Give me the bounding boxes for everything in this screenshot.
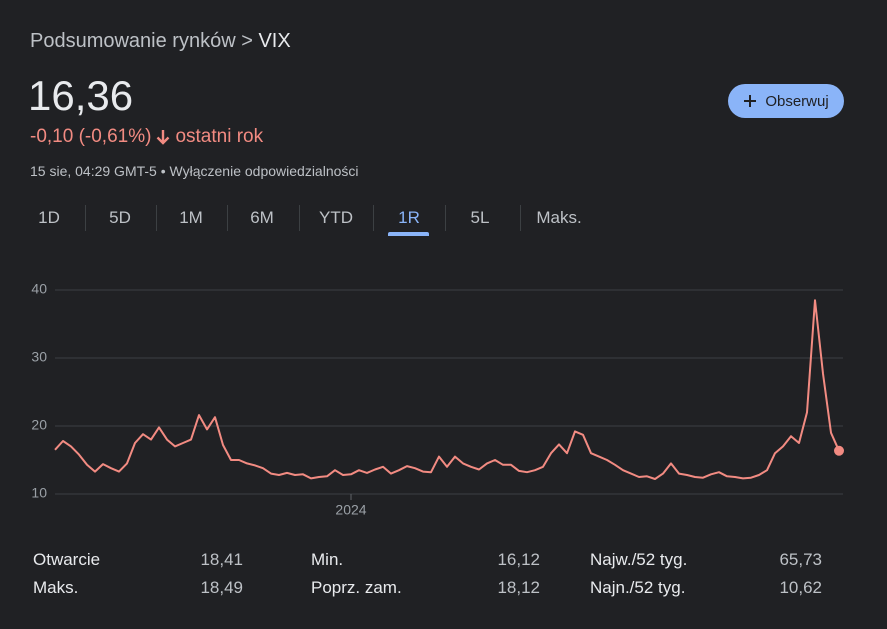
disclaimer-link[interactable]: Wyłączenie odpowiedzialności [169, 163, 359, 179]
follow-label: Obserwuj [765, 92, 829, 110]
down-arrow [157, 130, 170, 145]
chart: 10 20 30 40 2024 [31, 281, 844, 518]
stat-label: Min. [311, 550, 344, 569]
y-tick-label: 10 [31, 485, 47, 501]
price-change: -0,10 (-0,61%) ostatni rok [30, 126, 263, 148]
time: 15 sie, 04:29 GMT-5 • [30, 163, 166, 179]
stat-label: Najw./52 tyg. [590, 550, 688, 569]
timestamp: 15 sie, 04:29 GMT-5 • Wyłączenie odpowie… [30, 163, 359, 179]
tab-separator [84, 205, 86, 231]
x-tick-label: 2024 [335, 502, 366, 518]
stat-label: Najn./52 tyg. [590, 578, 686, 597]
stat-value: 18,49 [200, 578, 243, 597]
range-tab[interactable]: 1M [179, 208, 203, 227]
tab-separator [226, 205, 228, 231]
y-tick-label: 30 [31, 349, 47, 365]
tab-separator [519, 205, 521, 231]
change-period: ostatni rok [175, 126, 264, 147]
tab-separator [155, 205, 157, 231]
stat-label: Maks. [33, 578, 79, 597]
range-tabs: 1D 5D 1M 6M YTD 1R 5L Maks. [0, 200, 887, 240]
stat-value: 65,73 [779, 550, 822, 569]
stat-value: 16,12 [497, 550, 540, 569]
price-line [54, 299, 840, 480]
breadcrumb: Podsumowanie rynków > VIX [30, 30, 291, 53]
range-tab[interactable]: 5D [109, 208, 131, 227]
breadcrumb-prefix[interactable]: Podsumowanie rynków > [30, 30, 253, 52]
range-tab[interactable]: 1R [398, 208, 420, 227]
y-tick-label: 20 [31, 417, 47, 433]
range-tab[interactable]: Maks. [536, 208, 582, 227]
range-tab[interactable]: 5L [470, 208, 490, 227]
change-value: -0,10 (-0,61%) [30, 126, 152, 147]
tab-separator [444, 205, 446, 231]
price: 16,36 [28, 72, 134, 119]
stat-value: 10,62 [779, 578, 822, 597]
last-point [834, 445, 844, 456]
y-tick-label: 40 [31, 281, 47, 297]
tab-separator [372, 205, 374, 231]
stat-label: Poprz. zam. [311, 578, 402, 597]
tab-underline [388, 232, 429, 236]
range-tab[interactable]: YTD [319, 208, 353, 227]
range-tab[interactable]: 1D [38, 208, 60, 227]
plus-icon [744, 95, 757, 107]
range-tab[interactable]: 6M [250, 208, 274, 227]
follow-button[interactable]: Obserwuj [728, 84, 844, 118]
tab-separator [299, 205, 300, 231]
symbol: VIX [258, 30, 291, 52]
stat-label: Otwarcie [33, 550, 101, 569]
stat-value: 18,12 [497, 578, 540, 597]
stat-value: 18,41 [200, 550, 243, 569]
